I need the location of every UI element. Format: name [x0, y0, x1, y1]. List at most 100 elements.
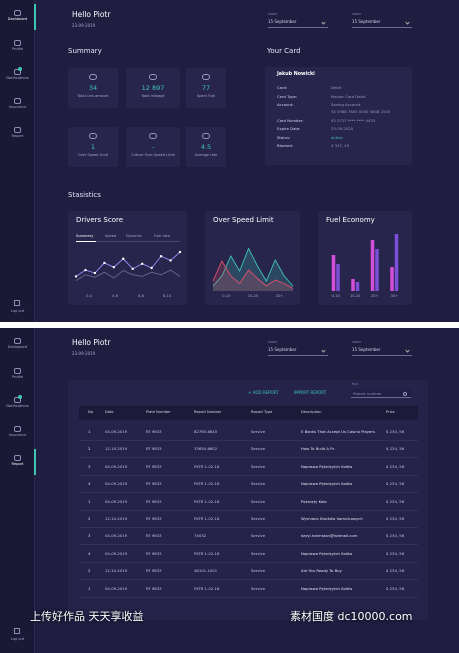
column-header: Date: [105, 410, 114, 414]
import-report-button[interactable]: IMPORT REPORT: [294, 390, 327, 395]
table-cell: daryl.harmston@hotmail.com: [301, 533, 358, 539]
chart-tab[interactable]: Fuel rate: [154, 234, 170, 238]
table-cell: 12-10-2019: [105, 446, 128, 452]
card-field-value: Saving Account: [331, 102, 361, 107]
point: [74, 275, 78, 278]
filter-label: FROM: [268, 12, 277, 16]
summary-label: Critical Over Speed Limit: [131, 153, 175, 157]
section-title: Stasistics: [68, 191, 101, 199]
filter-value[interactable]: 15 September: [352, 347, 381, 352]
nav-logout[interactable]: Log out: [10, 637, 25, 641]
bar: [390, 267, 394, 291]
watermark: 素材国度 dc10000.com: [290, 610, 413, 623]
filter-dropdown[interactable]: 15 September: [268, 347, 328, 356]
table-cell: 4: [88, 481, 91, 487]
table-cell: 04-09-2019: [105, 463, 128, 469]
table-cell: $ 234, 56: [386, 463, 405, 469]
card-field-value: 34 5568 7805 0000 3848 2545: [331, 109, 391, 114]
table-cell: RT 9833: [146, 516, 162, 521]
line: [75, 269, 181, 281]
table-cell: FKTR 1-02-18: [194, 550, 220, 556]
row-separator: [79, 544, 418, 545]
summary-value: 4.5: [200, 143, 212, 151]
nav-item[interactable]: Profile: [11, 47, 24, 51]
point: [150, 266, 153, 270]
table-cell: Service: [251, 516, 266, 521]
row-separator: [79, 492, 418, 493]
card-field-label: Card Type:: [277, 93, 298, 99]
x-tick-label: 10-20: [247, 294, 259, 298]
card-field-value: Debit: [331, 85, 342, 90]
nav-item[interactable]: Notifications: [6, 404, 29, 408]
summary-card: 34 Total cars amount: [68, 68, 118, 108]
filter-value[interactable]: 15 September: [268, 347, 297, 352]
column-header: Plate Number: [146, 410, 171, 414]
chart: [331, 234, 399, 291]
filter-dropdown[interactable]: 15 September: [268, 19, 328, 28]
chart-tab[interactable]: Summary: [76, 234, 94, 238]
bar: [331, 255, 336, 291]
x-tick-label: 8-10: [162, 294, 172, 298]
summary-card: 1 Over Speed Limit: [68, 127, 118, 167]
table-cell: Are You Ready To Buy: [301, 568, 342, 574]
filter-label: FROM: [352, 340, 361, 344]
nav-active-indicator: [34, 4, 36, 30]
nav-icon: [14, 98, 21, 104]
table-cell: $ 234, 56: [386, 429, 405, 434]
table-cell: $ 234, 56: [386, 550, 405, 556]
table-cell: Naprawa Pęknięytch Kołów: [301, 550, 353, 556]
nav-item[interactable]: Insurance: [8, 433, 27, 437]
table-cell: RT 9833: [146, 446, 162, 452]
summary-label: Average rate: [194, 153, 218, 157]
summary-value: 34: [88, 84, 98, 92]
filter-value[interactable]: 15 September: [268, 19, 297, 24]
greeting: Hello Piotr: [72, 10, 111, 19]
filter-label: FROM: [268, 340, 277, 344]
table-cell: 3: [88, 533, 91, 539]
point: [178, 250, 182, 254]
filter-dropdown[interactable]: 15 September: [352, 19, 412, 28]
nav-item[interactable]: Report: [11, 462, 24, 466]
table-cell: $ 234, 56: [386, 568, 405, 574]
table-cell: 82765-6845: [194, 429, 218, 434]
table-cell: 1: [88, 498, 91, 504]
x-tick-label: 10-20: [350, 294, 361, 298]
filter-dropdown[interactable]: 15 September: [352, 347, 412, 356]
dropdown-caret: [405, 20, 410, 25]
nav-item[interactable]: Profile: [11, 375, 24, 379]
point: [140, 262, 144, 265]
x-tick-label: 20+: [370, 294, 379, 298]
table-cell: Naprawa Pęknięytch Kołów: [301, 585, 353, 591]
card-field-label: Card Number:: [277, 117, 304, 123]
table-cell: $ 234, 56: [386, 585, 405, 591]
add-report-button[interactable]: + ADD REPORT: [248, 390, 279, 395]
summary-label: Spent Fuel: [196, 94, 216, 98]
section-title: Your Card: [267, 47, 301, 55]
nav-item[interactable]: Dashboard: [7, 345, 28, 349]
search-input[interactable]: Report number: [351, 389, 411, 398]
summary-value: 77: [201, 84, 211, 92]
nav-item[interactable]: Insurance: [8, 105, 27, 109]
table-cell: 04-09-2019: [105, 481, 128, 487]
chart-title: Drivers Score: [76, 216, 124, 224]
chart-title: Fuel Economy: [326, 216, 375, 224]
chart-panel: Fuel Economy 0-10 10-20 20+ 30+: [318, 211, 412, 305]
nav-item[interactable]: Report: [11, 134, 24, 138]
chart: [212, 247, 294, 291]
table-cell: $ 234, 56: [386, 533, 405, 539]
nav-item[interactable]: Notifications: [6, 76, 29, 80]
chart-tab[interactable]: Speed: [105, 234, 117, 238]
card-field-value: Active: [331, 134, 343, 140]
watermark: 上传好作品 天天享收益: [30, 610, 144, 623]
nav-logout[interactable]: Log out: [10, 309, 25, 313]
table-cell: FKTR 1-02-18: [194, 481, 220, 487]
card-field-label: Blocked:: [277, 143, 294, 148]
search-placeholder[interactable]: Report number: [353, 390, 382, 396]
summary-value: 12 897: [141, 84, 165, 92]
bar: [370, 240, 375, 291]
nav-item[interactable]: Dashboard: [7, 17, 28, 21]
table-cell: RT 9833: [146, 429, 162, 434]
filter-value[interactable]: 15 September: [352, 19, 381, 24]
chart-tab[interactable]: Dynamic: [126, 234, 142, 238]
